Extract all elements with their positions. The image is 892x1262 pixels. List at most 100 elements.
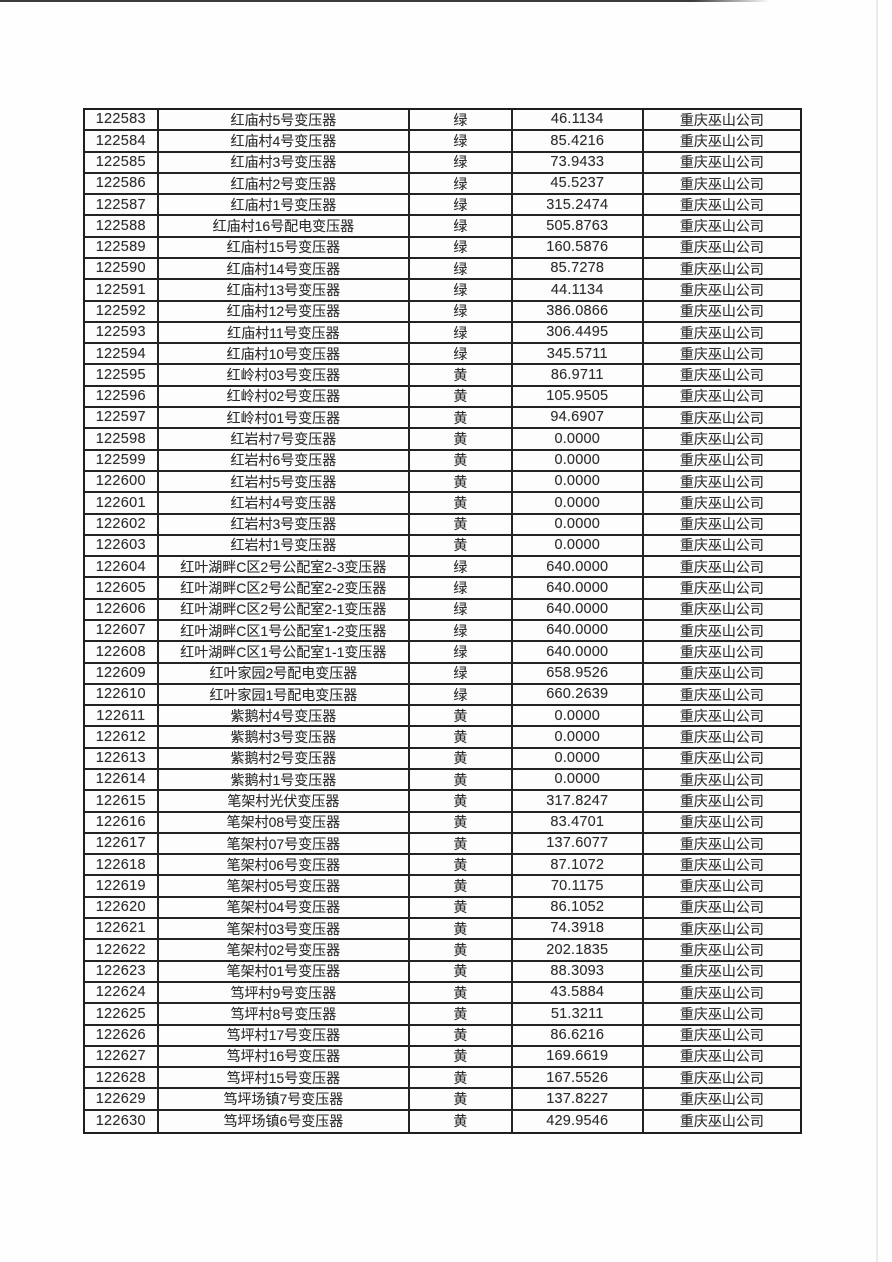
table-cell-company: 重庆巫山公司 <box>643 1089 800 1111</box>
table-cell-value: 86.9711 <box>512 365 644 387</box>
table-cell-status: 绿 <box>410 131 513 153</box>
table-cell-status: 绿 <box>410 642 513 664</box>
table-cell-id: 122630 <box>85 1110 159 1132</box>
table-cell-name: 紫鹅村3号变压器 <box>158 727 411 749</box>
table-cell-company: 重庆巫山公司 <box>643 515 800 536</box>
table-cell-status: 黄 <box>410 791 513 813</box>
table-cell-status: 黄 <box>410 940 513 962</box>
table-cell-company: 重庆巫山公司 <box>643 898 800 920</box>
table-cell-name: 红叶湖畔C区2号公配室2-3变压器 <box>158 557 411 579</box>
table-cell-status: 黄 <box>410 1046 513 1069</box>
table-cell-value: 94.6907 <box>512 408 644 430</box>
table-cell-name: 红岩村5号变压器 <box>158 471 411 494</box>
table-cell-value: 306.4495 <box>512 322 644 345</box>
table-cell-name: 红叶湖畔C区1号公配室1-1变压器 <box>158 642 411 664</box>
table-cell-name: 红庙村1号变压器 <box>158 195 411 217</box>
table-cell-name: 红岩村4号变压器 <box>158 493 411 515</box>
table-cell-value: 202.1835 <box>512 940 644 962</box>
table-cell-status: 黄 <box>410 408 513 430</box>
table-cell-status: 绿 <box>410 620 513 643</box>
table-cell-value: 160.5876 <box>512 237 644 260</box>
table-cell-value: 0.0000 <box>512 535 644 558</box>
table-cell-id: 122591 <box>85 280 159 302</box>
table-cell-value: 0.0000 <box>512 727 644 749</box>
table-cell-value: 85.7278 <box>512 259 644 281</box>
table-cell-value: 85.4216 <box>512 131 644 153</box>
table-cell-status: 绿 <box>410 173 513 196</box>
table-cell-value: 83.4701 <box>512 812 644 834</box>
table-cell-value: 73.9433 <box>512 152 644 174</box>
table-cell-name: 笔架村06号变压器 <box>158 855 411 877</box>
table-cell-id: 122605 <box>85 578 159 600</box>
table-cell-name: 红庙村4号变压器 <box>158 131 411 153</box>
table-cell-value: 87.1072 <box>512 855 644 877</box>
table-cell-id: 122584 <box>85 131 159 153</box>
table-cell-company: 重庆巫山公司 <box>643 131 800 153</box>
table-cell-company: 重庆巫山公司 <box>643 110 800 132</box>
table-cell-value: 70.1175 <box>512 876 644 898</box>
table-cell-value: 640.0000 <box>512 599 644 621</box>
table-cell-id: 122601 <box>85 493 159 515</box>
table-cell-id: 122586 <box>85 173 159 196</box>
table-cell-name: 笃坪村15号变压器 <box>158 1068 411 1090</box>
table-cell-value: 86.1052 <box>512 897 644 920</box>
table-cell-id: 122608 <box>85 642 159 664</box>
table-cell-id: 122619 <box>85 876 159 898</box>
table-cell-id: 122603 <box>85 535 159 558</box>
table-cell-value: 317.8247 <box>512 791 644 813</box>
table-cell-name: 笃坪村16号变压器 <box>158 1046 411 1069</box>
table-cell-id: 122596 <box>85 386 159 409</box>
table-cell-value: 167.5526 <box>512 1068 644 1090</box>
table-cell-company: 重庆巫山公司 <box>643 280 800 302</box>
table-cell-status: 黄 <box>410 770 513 792</box>
table-cell-name: 笔架村05号变压器 <box>158 876 411 898</box>
table-cell-name: 红岩村3号变压器 <box>158 514 411 536</box>
table-cell-name: 笔架村01号变压器 <box>158 961 411 983</box>
scan-artifact-right-edge <box>876 0 878 1262</box>
table-cell-id: 122617 <box>85 833 159 856</box>
table-cell-status: 绿 <box>410 557 513 579</box>
table-cell-id: 122613 <box>85 748 159 771</box>
table-cell-name: 笃坪场镇6号变压器 <box>159 1110 411 1132</box>
table-cell-company: 重庆巫山公司 <box>643 813 800 834</box>
table-cell-status: 黄 <box>410 514 513 536</box>
table-cell-company: 重庆巫山公司 <box>643 365 800 387</box>
table-cell-status: 黄 <box>410 493 513 515</box>
table-cell-name: 红叶家园2号配电变压器 <box>158 663 411 685</box>
table-cell-value: 640.0000 <box>512 578 644 600</box>
table-cell-name: 红庙村15号变压器 <box>158 237 411 260</box>
table-cell-company: 重庆巫山公司 <box>643 834 800 856</box>
table-cell-company: 重庆巫山公司 <box>643 344 800 366</box>
table-cell-id: 122611 <box>85 706 159 728</box>
table-cell-id: 122626 <box>85 1025 159 1047</box>
table-cell-id: 122587 <box>85 195 159 217</box>
table-cell-company: 重庆巫山公司 <box>643 557 800 579</box>
scan-artifact-top-line <box>0 0 770 2</box>
table-cell-status: 黄 <box>410 471 513 494</box>
table-cell-company: 重庆巫山公司 <box>643 216 800 238</box>
table-cell-status: 黄 <box>410 876 513 898</box>
table-cell-company: 重庆巫山公司 <box>643 855 800 877</box>
table-cell-company: 重庆巫山公司 <box>643 642 800 664</box>
table-cell-status: 绿 <box>410 110 513 132</box>
table-cell-status: 绿 <box>410 663 513 685</box>
table-cell-id: 122598 <box>85 429 159 451</box>
table-cell-value: 74.3918 <box>512 919 644 941</box>
table-cell-value: 429.9546 <box>513 1110 644 1132</box>
table-cell-value: 658.9526 <box>512 663 644 685</box>
table-cell-status: 黄 <box>410 1068 513 1090</box>
table-cell-name: 红庙村14号变压器 <box>158 259 411 281</box>
table-cell-value: 45.5237 <box>512 173 644 196</box>
table-cell-name: 红庙村3号变压器 <box>158 152 411 174</box>
table-cell-name: 笃坪场镇7号变压器 <box>158 1089 411 1111</box>
table-cell-company: 重庆巫山公司 <box>643 983 800 1005</box>
table-cell-id: 122595 <box>85 365 159 387</box>
table-cell-company: 重庆巫山公司 <box>643 578 800 600</box>
table-cell-status: 黄 <box>410 1004 513 1026</box>
table-cell-status: 绿 <box>410 195 513 217</box>
table-cell-company: 重庆巫山公司 <box>643 621 800 643</box>
table-cell-company: 重庆巫山公司 <box>643 940 800 962</box>
table-cell-status: 黄 <box>410 982 513 1005</box>
table-cell-value: 315.2474 <box>512 195 644 217</box>
table-cell-status: 绿 <box>410 259 513 281</box>
